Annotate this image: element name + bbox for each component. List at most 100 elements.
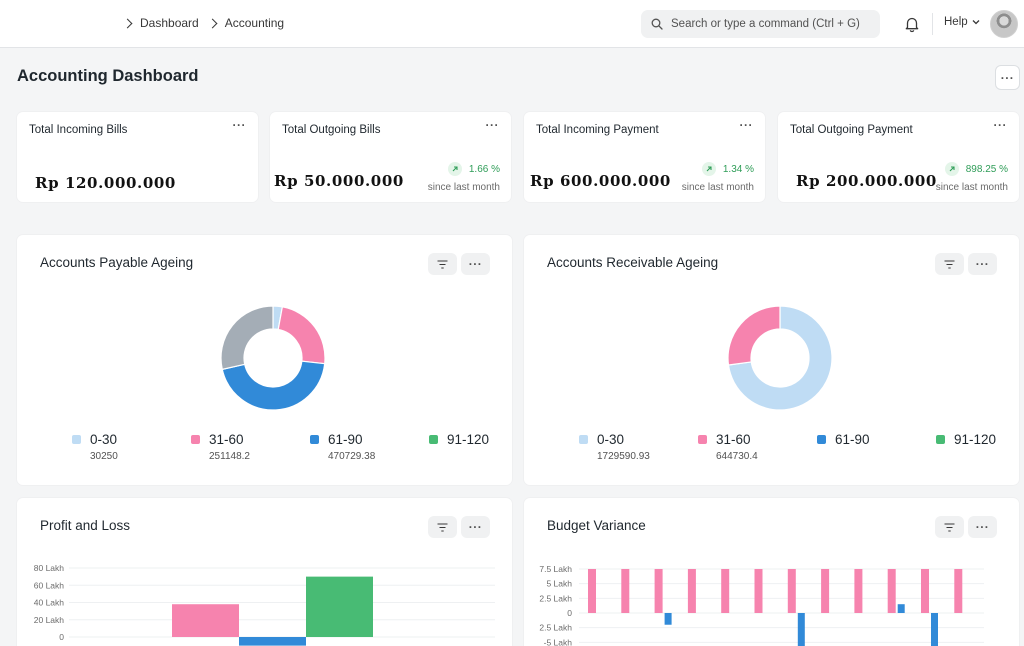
legend-swatch <box>429 435 438 444</box>
legend-value: 1729590.93 <box>597 451 650 462</box>
bar-budget[interactable] <box>687 569 696 613</box>
chart-title: Accounts Payable Ageing <box>40 255 194 270</box>
more-icon[interactable]: ··· <box>485 118 499 132</box>
card-value: Rp 600.000.000 <box>530 172 671 190</box>
bar-actual[interactable] <box>931 613 938 646</box>
bar-expense[interactable] <box>239 637 306 646</box>
legend-label: 61-90 <box>328 432 363 447</box>
bar-budget[interactable] <box>821 569 830 613</box>
card-label: Total Outgoing Bills <box>282 124 381 136</box>
chart-card-payable-ageing: Accounts Payable Ageing ··· 0-30 30250 31… <box>17 235 512 485</box>
legend-swatch <box>579 435 588 444</box>
breadcrumb-dashboard[interactable]: Dashboard <box>140 16 199 30</box>
card-value: Rp 120.000.000 <box>35 174 176 192</box>
more-icon: ··· <box>1000 70 1015 85</box>
bar-budget[interactable] <box>787 569 796 613</box>
chevron-right-icon <box>207 18 218 28</box>
card-label: Total Incoming Payment <box>536 124 659 136</box>
donut-slice-61-90[interactable] <box>221 360 326 411</box>
legend-value: 30250 <box>90 451 118 462</box>
bar-net-profit-loss[interactable] <box>306 576 373 637</box>
change-value: 898.25 % <box>965 163 1008 175</box>
bar-income[interactable] <box>172 604 239 637</box>
legend-swatch <box>310 435 319 444</box>
number-card-outgoing-payment[interactable]: Total Outgoing Payment ··· Rp 200.000.00… <box>778 112 1019 202</box>
bar-chart: 7.5 Lakh 5 Lakh 2.5 Lakh 0 2.5 Lakh -5 Lakh <box>539 564 984 646</box>
number-card-incoming-bills[interactable]: Total Incoming Bills ··· Rp 120.000.000 <box>17 112 258 202</box>
arrow-up-right-icon <box>447 162 462 176</box>
bar-budget[interactable] <box>721 569 730 613</box>
more-icon[interactable]: ··· <box>993 118 1007 132</box>
change-value: 1.66 % <box>468 163 500 175</box>
legend-swatch <box>936 435 945 444</box>
search-bar[interactable] <box>641 10 880 38</box>
avatar[interactable] <box>990 10 1018 38</box>
search-icon <box>651 18 663 30</box>
change-indicator: 1.34 % <box>701 162 754 176</box>
card-value: Rp 200.000.000 <box>796 172 937 190</box>
chart-menu-button[interactable]: ··· <box>968 516 997 538</box>
chart-card-budget-variance: Budget Variance ··· 7.5 Lakh 5 Lakh 2.5 La… <box>524 498 1019 646</box>
legend-label: 0-30 <box>597 432 625 447</box>
donut-slice-0-30[interactable] <box>727 305 833 411</box>
legend-label: 91-120 <box>447 432 490 447</box>
filter-icon <box>437 259 448 269</box>
y-tick-label: 2.5 Lakh <box>539 593 572 603</box>
bar-budget[interactable] <box>921 569 929 613</box>
filter-button[interactable] <box>935 253 964 275</box>
divider <box>932 13 933 35</box>
bar-budget[interactable] <box>754 569 763 613</box>
legend-label: 61-90 <box>835 432 870 447</box>
bar-budget[interactable] <box>887 569 896 613</box>
legend-label: 31-60 <box>209 432 244 447</box>
bar-actual[interactable] <box>797 613 805 646</box>
donut-slice-31-60[interactable] <box>277 306 326 365</box>
donut-slice-31-60[interactable] <box>727 305 781 366</box>
filter-button[interactable] <box>935 516 964 538</box>
filter-icon <box>944 522 955 532</box>
chart-title: Profit and Loss <box>40 518 131 533</box>
card-value: Rp 50.000.000 <box>274 172 404 190</box>
legend-swatch <box>698 435 707 444</box>
bar-actual[interactable] <box>664 613 672 625</box>
page-title: Accounting Dashboard <box>17 67 199 85</box>
page-menu-button[interactable]: ··· <box>995 65 1020 90</box>
card-label: Total Incoming Bills <box>29 124 128 136</box>
filter-button[interactable] <box>428 253 457 275</box>
since-label: since last month <box>681 182 754 193</box>
more-icon[interactable]: ··· <box>739 118 753 132</box>
filter-button[interactable] <box>428 516 457 538</box>
bar-actual[interactable] <box>897 604 905 613</box>
donut-slice-other[interactable] <box>220 305 274 371</box>
chart-menu-button[interactable]: ··· <box>461 253 490 275</box>
search-input[interactable] <box>671 18 871 30</box>
legend-swatch <box>191 435 200 444</box>
help-dropdown[interactable]: Help <box>944 16 980 28</box>
legend-label: 91-120 <box>954 432 997 447</box>
change-indicator: 1.66 % <box>447 162 500 176</box>
chart-menu-button[interactable]: ··· <box>968 253 997 275</box>
bar-budget[interactable] <box>621 569 630 613</box>
filter-icon <box>944 259 955 269</box>
number-card-outgoing-bills[interactable]: Total Outgoing Bills ··· Rp 50.000.000 1… <box>270 112 511 202</box>
more-icon: ··· <box>468 257 483 271</box>
bar-budget[interactable] <box>588 569 596 613</box>
more-icon[interactable]: ··· <box>232 118 246 132</box>
bar-budget[interactable] <box>654 569 663 613</box>
more-icon: ··· <box>975 257 990 271</box>
arrow-up-right-icon <box>701 162 716 176</box>
navbar: Dashboard Accounting Help <box>0 0 1024 48</box>
y-tick-label: -5 Lakh <box>544 637 573 646</box>
donut-chart <box>727 305 833 411</box>
bar-budget[interactable] <box>954 569 963 613</box>
since-label: since last month <box>935 182 1008 193</box>
legend-swatch <box>817 435 826 444</box>
bell-icon[interactable] <box>903 15 921 33</box>
breadcrumb-accounting[interactable]: Accounting <box>224 16 285 30</box>
bar-budget[interactable] <box>854 569 863 613</box>
chart-menu-button[interactable]: ··· <box>461 516 490 538</box>
since-label: since last month <box>427 182 500 193</box>
y-tick-label: 2.5 Lakh <box>539 623 572 633</box>
y-tick-label: 20 Lakh <box>34 615 65 625</box>
number-card-incoming-payment[interactable]: Total Incoming Payment ··· Rp 600.000.00… <box>524 112 765 202</box>
